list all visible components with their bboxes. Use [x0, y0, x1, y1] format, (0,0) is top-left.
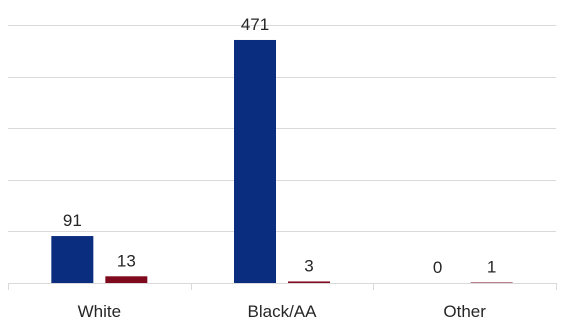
data-label-white-series-1: 91 [63, 211, 82, 230]
data-label-black-aa-series-2: 3 [304, 256, 313, 275]
gridlines [8, 25, 556, 232]
x-tick-label-white: White [78, 302, 121, 321]
bar-black-aa-series-2 [288, 281, 330, 283]
data-label-other-series-2: 1 [487, 257, 496, 276]
data-labels: 91 13 471 3 0 1 [63, 15, 497, 277]
data-label-black-aa-series-1: 471 [241, 15, 269, 34]
x-tick-label-black-aa: Black/AA [248, 302, 318, 321]
bar-other-series-2 [470, 282, 513, 283]
bars [51, 39, 513, 283]
x-tick-label-other: Other [443, 302, 486, 321]
bar-white-series-2 [105, 276, 148, 283]
data-label-white-series-2: 13 [117, 251, 136, 270]
bar-white-series-1 [51, 236, 94, 283]
data-label-other-series-1: 0 [433, 258, 442, 277]
bar-black-aa-series-1 [234, 39, 276, 283]
x-axis: White Black/AA Other [8, 283, 557, 321]
